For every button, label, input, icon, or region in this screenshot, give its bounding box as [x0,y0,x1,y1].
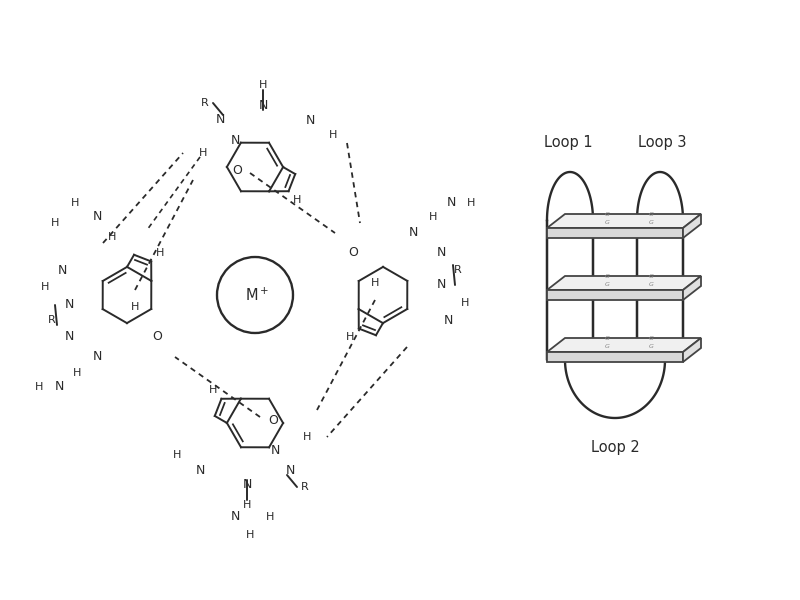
Text: N: N [64,298,74,311]
Text: H: H [329,130,337,140]
Text: N: N [408,226,418,239]
Polygon shape [683,338,701,362]
Text: N: N [436,247,446,259]
Polygon shape [547,228,683,238]
Text: N: N [58,263,66,277]
Text: O: O [152,331,162,343]
Polygon shape [547,338,701,352]
Text: N: N [258,98,268,112]
Text: G: G [605,344,610,349]
Text: G: G [649,337,654,341]
Text: O: O [232,163,242,176]
Text: Loop 1: Loop 1 [544,135,592,150]
Text: N: N [446,196,456,209]
Text: N: N [443,313,453,326]
Text: G: G [605,283,610,287]
Text: H: H [41,282,49,292]
Text: H: H [156,248,164,258]
Text: N: N [92,350,102,364]
Text: H: H [71,198,79,208]
Text: N: N [436,278,446,292]
Polygon shape [547,276,701,290]
Text: R: R [454,265,462,275]
Text: H: H [303,432,311,442]
Text: H: H [51,218,59,228]
Text: N: N [270,443,280,457]
Text: H: H [209,385,217,395]
Text: N: N [215,113,225,125]
Text: H: H [35,382,43,392]
Text: H: H [199,148,207,158]
Text: H: H [467,198,475,208]
Text: N: N [242,479,252,491]
Text: Loop 3: Loop 3 [638,135,686,150]
Polygon shape [547,352,683,362]
Text: G: G [649,220,654,226]
Text: N: N [54,380,64,394]
Text: G: G [649,212,654,217]
Text: H: H [371,278,379,288]
Text: N: N [64,331,74,343]
Text: H: H [243,500,251,510]
Text: R: R [301,482,309,492]
Text: R: R [48,315,56,325]
Text: H: H [73,368,81,378]
Text: G: G [605,275,610,280]
Text: G: G [649,275,654,280]
Text: N: N [195,463,205,476]
Text: H: H [429,212,437,222]
Text: O: O [348,247,358,259]
Text: O: O [268,413,278,427]
Text: H: H [293,195,301,205]
Text: G: G [605,337,610,341]
Text: G: G [605,212,610,217]
Text: H: H [173,450,181,460]
Text: H: H [246,530,254,540]
Text: H: H [346,332,354,342]
Polygon shape [547,290,683,300]
Text: N: N [306,113,314,127]
Text: R: R [201,98,209,108]
Text: N: N [286,464,294,478]
Text: M$^+$: M$^+$ [245,286,269,304]
Text: H: H [108,232,116,242]
Polygon shape [683,276,701,300]
Text: N: N [230,511,240,523]
Text: H: H [259,80,267,90]
Polygon shape [547,214,701,228]
Text: H: H [131,302,139,312]
Text: N: N [230,134,240,146]
Text: G: G [605,220,610,226]
Text: H: H [461,298,469,308]
Text: G: G [649,344,654,349]
Text: Loop 2: Loop 2 [590,440,639,455]
Text: G: G [649,283,654,287]
Text: N: N [92,211,102,223]
Polygon shape [683,214,701,238]
Text: H: H [266,512,274,522]
